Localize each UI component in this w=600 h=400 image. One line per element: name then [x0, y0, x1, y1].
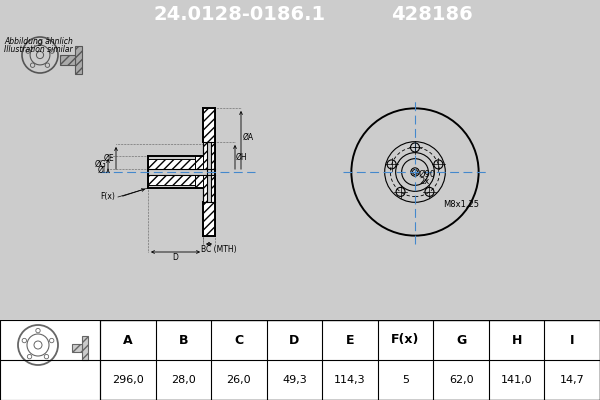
Bar	[203, 142, 207, 202]
Bar	[203, 202, 215, 236]
Text: E: E	[346, 334, 354, 346]
Text: I: I	[570, 334, 574, 346]
Text: H: H	[511, 334, 522, 346]
Text: 2x: 2x	[419, 176, 429, 186]
Text: 141,0: 141,0	[501, 375, 532, 385]
Text: G: G	[456, 334, 466, 346]
Text: 14,7: 14,7	[560, 375, 584, 385]
Bar	[148, 169, 216, 175]
Bar	[75, 46, 82, 74]
Text: ØA: ØA	[243, 132, 254, 142]
Text: 28,0: 28,0	[171, 375, 196, 385]
Text: Illustration similar: Illustration similar	[4, 45, 73, 54]
Bar	[195, 159, 203, 185]
Bar	[82, 336, 88, 360]
Bar	[60, 55, 75, 65]
Text: 24.0128-0186.1: 24.0128-0186.1	[154, 6, 326, 24]
Text: B: B	[200, 245, 206, 254]
Text: D: D	[289, 334, 299, 346]
Text: 62,0: 62,0	[449, 375, 473, 385]
Text: 296,0: 296,0	[112, 375, 143, 385]
Text: Ø90: Ø90	[419, 170, 436, 178]
Bar	[72, 344, 82, 352]
Text: 428186: 428186	[391, 6, 473, 24]
Text: 5: 5	[402, 375, 409, 385]
Text: 49,3: 49,3	[282, 375, 307, 385]
Text: ØH: ØH	[236, 152, 248, 162]
Text: B: B	[179, 334, 188, 346]
Text: ØI: ØI	[98, 166, 106, 175]
Bar	[203, 108, 215, 142]
Text: D: D	[173, 253, 178, 262]
Text: F(x): F(x)	[391, 334, 420, 346]
Text: F(x): F(x)	[100, 192, 115, 202]
Text: C (MTH): C (MTH)	[206, 245, 236, 254]
Text: ØG: ØG	[94, 160, 106, 168]
Bar	[211, 142, 215, 202]
Text: 26,0: 26,0	[227, 375, 251, 385]
Text: C: C	[235, 334, 244, 346]
Text: A: A	[123, 334, 133, 346]
Bar	[195, 156, 203, 188]
Bar	[148, 159, 195, 185]
Text: ØE: ØE	[103, 154, 114, 162]
Text: Abbildung ähnlich: Abbildung ähnlich	[4, 37, 73, 46]
Text: M8x1,25: M8x1,25	[443, 200, 479, 208]
Text: 114,3: 114,3	[334, 375, 366, 385]
Bar	[0, 320, 100, 400]
